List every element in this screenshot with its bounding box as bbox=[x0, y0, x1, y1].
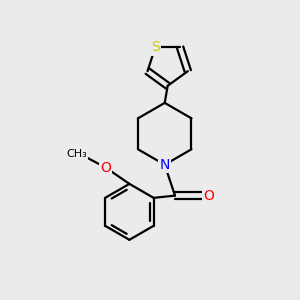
Text: S: S bbox=[151, 40, 160, 55]
Text: O: O bbox=[203, 189, 214, 202]
Text: CH₃: CH₃ bbox=[66, 149, 87, 159]
Text: N: N bbox=[160, 158, 170, 172]
Text: O: O bbox=[100, 161, 111, 175]
